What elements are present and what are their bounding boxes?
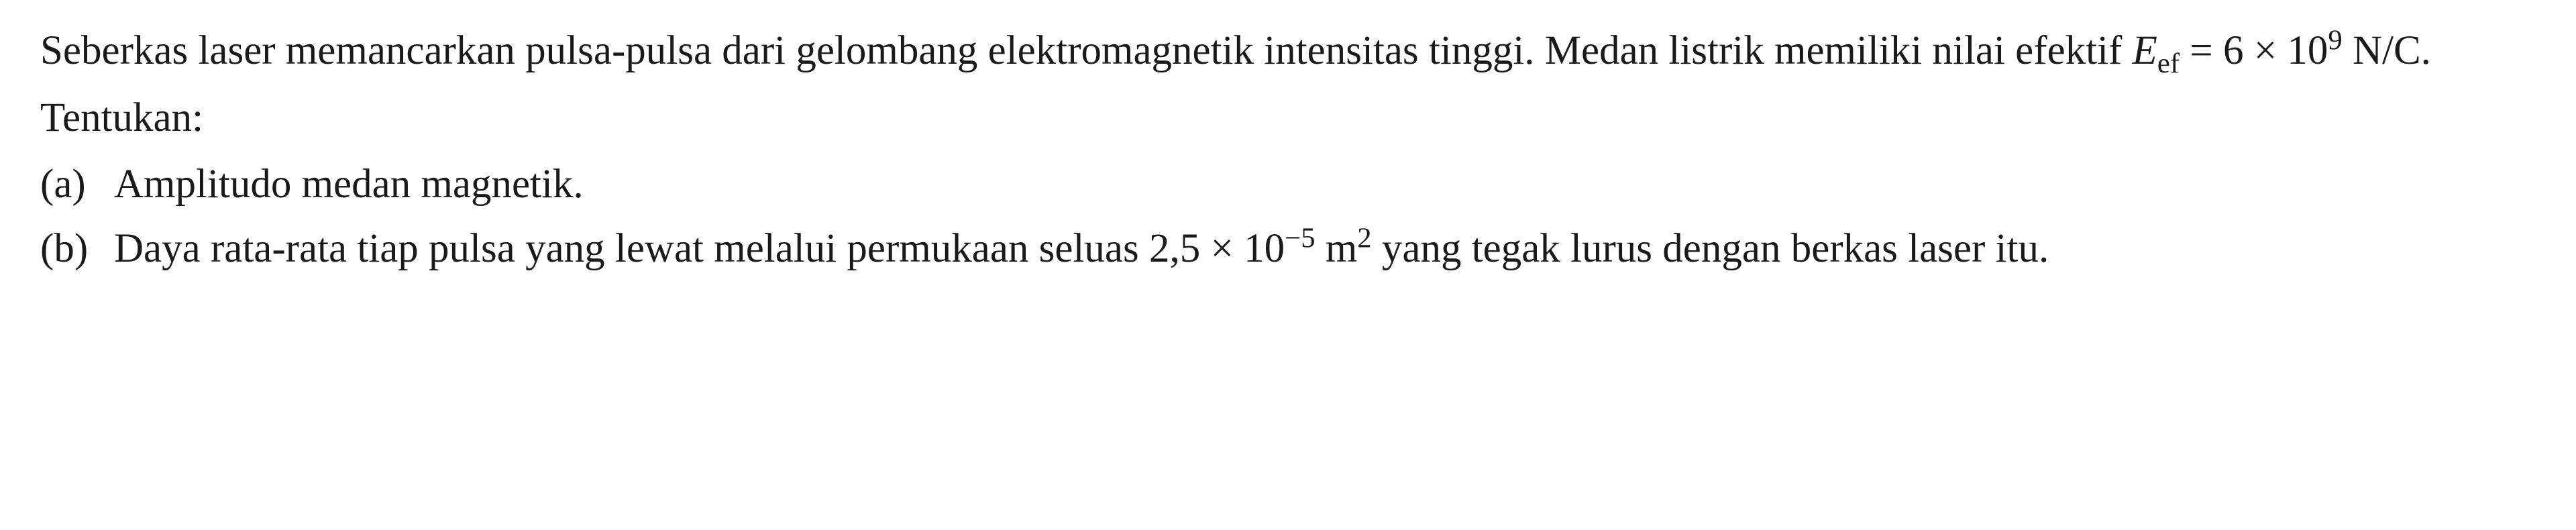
formula-equation: = 6 × 10 [2180,28,2328,73]
question-list: (a) Amplitudo medan magnetik. (b) Daya r… [40,154,2536,279]
list-item: (a) Amplitudo medan magnetik. [40,154,2536,215]
list-item: (b) Daya rata-rata tiap pulsa yang lewat… [40,218,2536,280]
item-content-b: Daya rata-rata tiap pulsa yang lewat mel… [114,218,2536,280]
item-b-suffix: yang tegak lurus dengan berkas laser itu… [1372,226,2049,271]
formula-subscript: ef [2157,48,2180,79]
formula-variable: E [2133,28,2157,73]
item-label-a: (a) [40,154,114,215]
formula-unit: N/C. [2343,28,2431,73]
item-b-exp2: 2 [1357,222,1371,254]
formula-exponent: 9 [2328,25,2342,56]
item-b-exp1: −5 [1285,222,1315,254]
item-b-mid: m [1316,226,1358,271]
item-b-prefix: Daya rata-rata tiap pulsa yang lewat mel… [114,226,1285,271]
intro-text-1: Seberkas laser memancarkan pulsa-pulsa d… [40,28,1419,73]
intro-text-2: tinggi. Medan listrik memiliki nilai efe… [1429,28,2133,73]
item-content-a: Amplitudo medan magnetik. [114,154,2536,215]
item-label-b: (b) [40,218,114,280]
problem-statement: Seberkas laser memancarkan pulsa-pulsa d… [40,20,2536,82]
instruction-text: Tentukan: [40,87,2536,149]
